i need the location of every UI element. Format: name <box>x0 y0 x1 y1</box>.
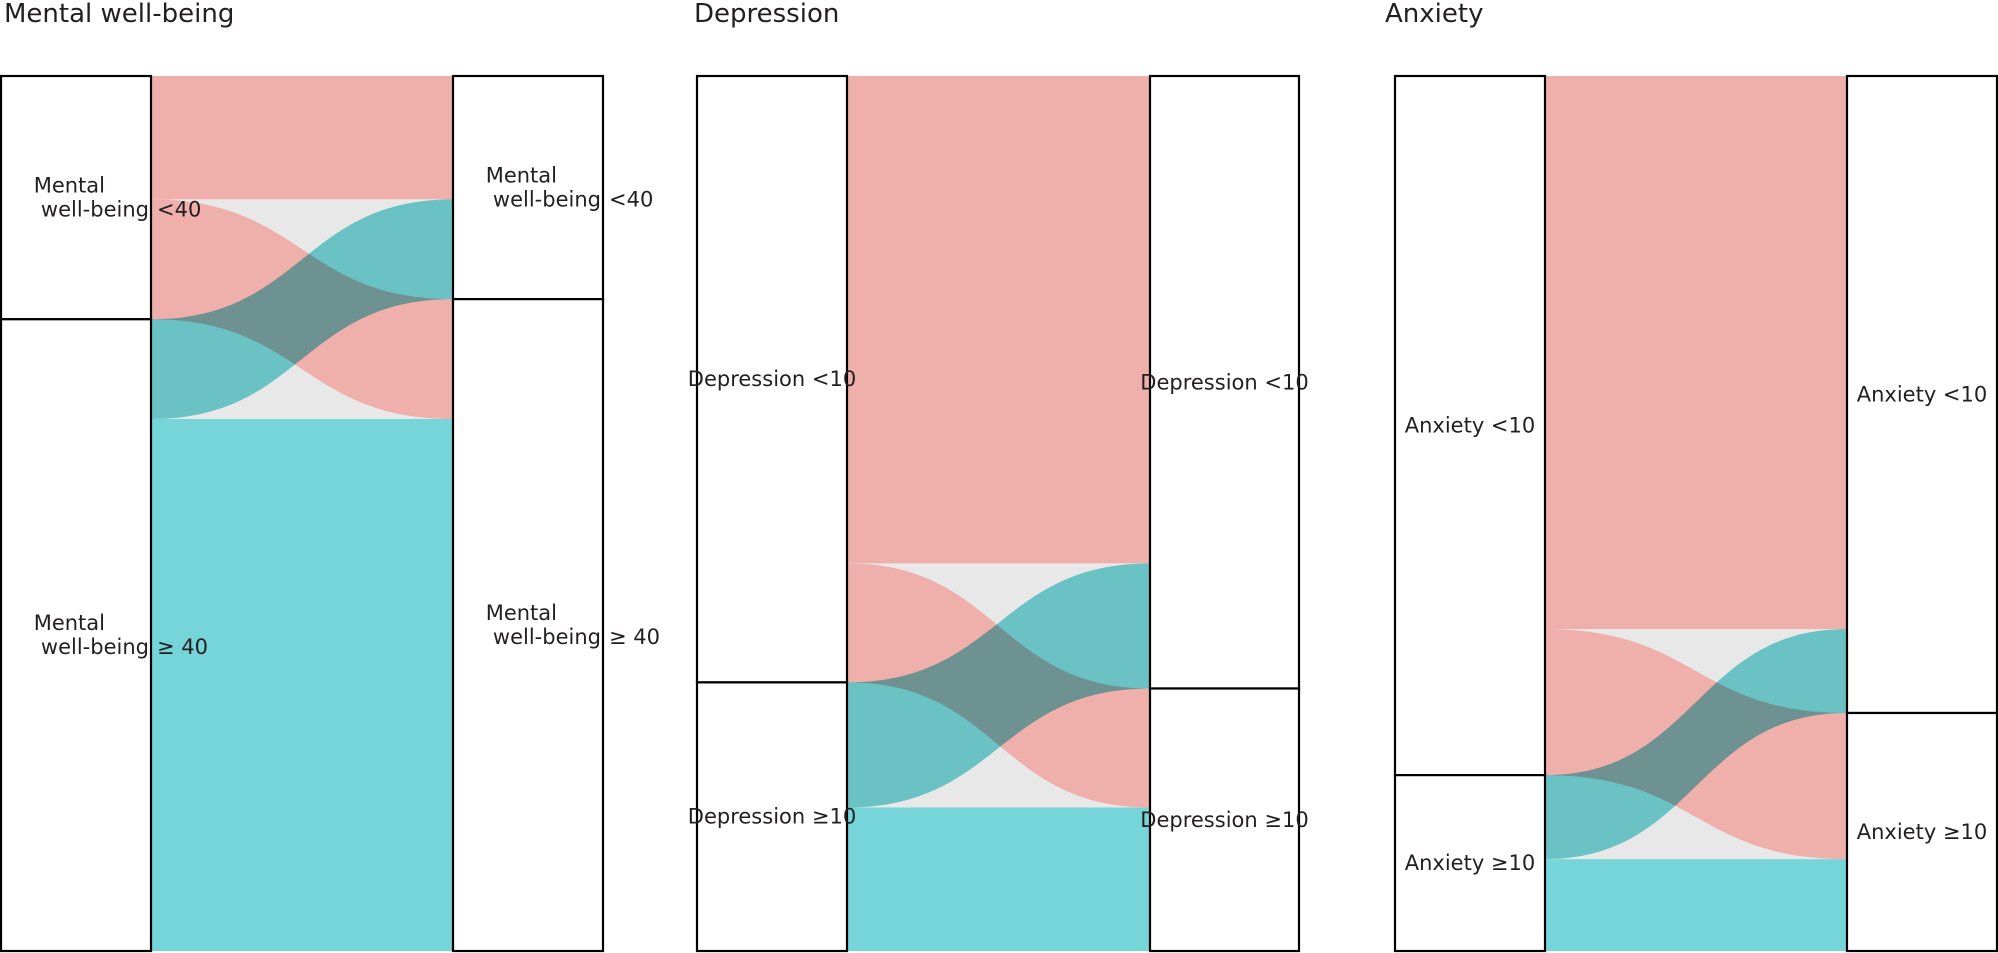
node-label: Anxiety <10 <box>1857 383 1988 407</box>
right-node-box <box>451 74 605 301</box>
right-node-box <box>1148 74 1301 690</box>
left-node-box <box>695 74 849 684</box>
node-label: Anxiety ≥10 <box>1405 851 1536 875</box>
panel-title: Mental well-being <box>4 0 234 29</box>
node-label-line-2: well-being <box>493 188 601 212</box>
node-label: Depression <10 <box>1140 370 1308 394</box>
node-label-line-1: Mental <box>34 174 105 198</box>
panel-title: Depression <box>694 0 839 29</box>
node-label-line-1: Mental <box>486 601 557 625</box>
left-node-box <box>0 74 153 321</box>
flow-second-to-first <box>151 199 453 419</box>
flow-second-to-second <box>1545 859 1847 951</box>
node-label-line-1: Mental <box>34 611 105 635</box>
flow-second-to-first <box>1545 629 1847 860</box>
panel-title: Anxiety <box>1385 0 1483 29</box>
flow-first-to-first <box>847 76 1150 564</box>
node-label-suffix: ≥ 40 <box>157 635 208 659</box>
node-label-line-2: well-being <box>41 635 149 659</box>
right-node-box <box>451 298 605 953</box>
alluvial-panel: Depression Depression <10 Depression ≥10 De… <box>688 0 1309 953</box>
node-label: Depression ≥10 <box>1140 808 1308 832</box>
flow-first-to-first <box>151 76 453 200</box>
left-node-box <box>0 318 153 953</box>
left-node-box <box>695 681 849 953</box>
flow-second-to-second <box>847 807 1150 951</box>
node-label: Anxiety ≥10 <box>1857 820 1988 844</box>
node-label: Depression ≥10 <box>688 805 856 829</box>
node-label-suffix: <40 <box>609 188 653 212</box>
flow-first-to-first <box>1545 76 1847 629</box>
node-label-suffix: ≥ 40 <box>609 625 660 649</box>
node-label: Depression <10 <box>688 367 856 391</box>
node-label-suffix: <40 <box>157 198 201 222</box>
node-label-line-1: Mental <box>486 164 557 188</box>
node-label: Anxiety <10 <box>1405 414 1536 438</box>
right-node-box <box>1845 74 1998 715</box>
node-label-line-2: well-being <box>493 625 601 649</box>
node-label-line-2: well-being <box>41 198 149 222</box>
flow-second-to-first <box>847 563 1150 808</box>
left-node-box <box>1393 774 1547 953</box>
right-node-box <box>1845 711 1998 953</box>
right-node-box <box>1148 687 1301 953</box>
alluvial-panel: Anxiety Anxiety <10 Anxiety ≥10 Anxiety <10… <box>1385 0 1998 953</box>
left-node-box <box>1393 74 1547 777</box>
flow-second-to-second <box>151 419 453 951</box>
